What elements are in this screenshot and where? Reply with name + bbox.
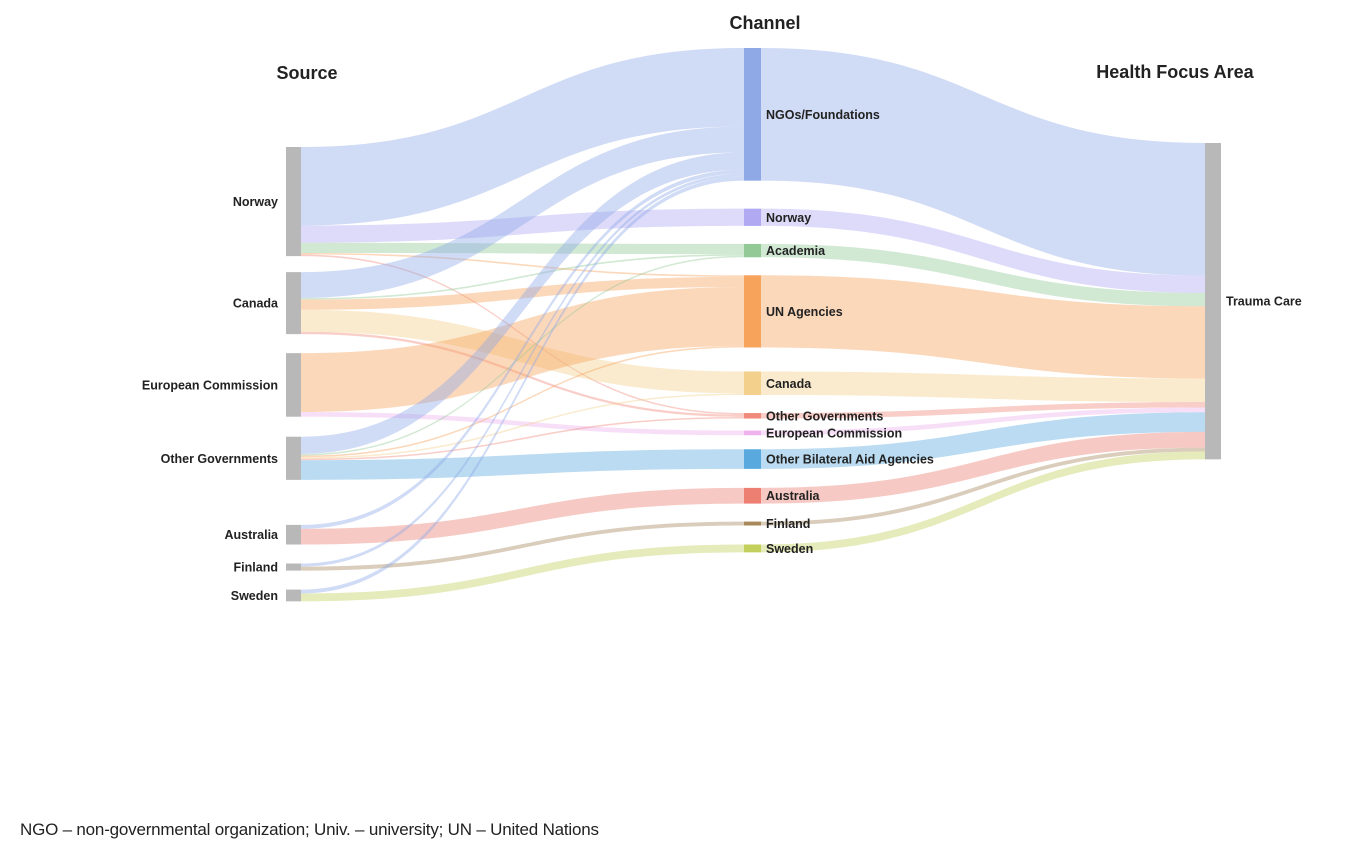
source-label-sweden: Sweden	[231, 589, 278, 603]
nodes-layer	[286, 48, 1221, 602]
link-othergov-to-bilateral	[301, 449, 744, 480]
source-node-ec	[286, 353, 301, 417]
link-ngo-to-trauma	[761, 48, 1205, 276]
link-academia-to-trauma	[761, 243, 1205, 307]
link-othergov-to-othergov	[301, 416, 744, 461]
column-title-channel: Channel	[729, 13, 800, 33]
link-canada-to-ngo	[301, 126, 744, 299]
focus-label-trauma: Trauma Care	[1226, 295, 1302, 309]
link-othergov-to-canada	[301, 393, 744, 459]
channel-node-un	[744, 275, 761, 348]
column-title-focus: Health Focus Area	[1096, 62, 1254, 82]
links-layer	[301, 48, 1205, 602]
footnote: NGO – non-governmental organization; Uni…	[20, 820, 599, 839]
source-node-canada	[286, 272, 301, 335]
link-australia-to-ngo	[301, 169, 744, 529]
link-canada-to-trauma	[761, 371, 1205, 403]
link-sweden-to-sweden	[301, 544, 744, 602]
link-norway-to-un	[301, 252, 744, 277]
source-label-canada: Canada	[233, 297, 279, 311]
channel-node-othergov	[744, 413, 761, 419]
link-ec-to-trauma	[761, 407, 1205, 436]
link-bilateral-to-trauma	[761, 412, 1205, 469]
channel-label-sweden: Sweden	[766, 542, 813, 556]
column-title-source: Source	[276, 63, 337, 83]
link-othergov-to-ngo	[301, 152, 744, 454]
channel-node-canada	[744, 371, 761, 396]
channel-label-bilateral: Other Bilateral Aid Agencies	[766, 453, 934, 467]
link-norway-to-othergov	[301, 254, 744, 415]
channel-node-academia	[744, 243, 761, 258]
link-sweden-to-ngo	[301, 176, 744, 594]
channel-node-ngo	[744, 48, 761, 181]
link-ec-to-ec	[301, 412, 744, 436]
link-ec-to-un	[301, 287, 744, 413]
channel-node-ec	[744, 430, 761, 436]
channel-label-academia: Academia	[766, 244, 826, 258]
link-othergov-to-academia	[301, 255, 744, 456]
channel-label-ec: European Commission	[766, 426, 902, 440]
link-norway-to-norway	[301, 208, 744, 243]
channel-label-finland: Finland	[766, 517, 810, 531]
source-label-ec: European Commission	[142, 378, 278, 392]
link-canada-to-un	[301, 276, 744, 310]
link-canada-to-canada	[301, 309, 744, 394]
source-node-othergov	[286, 436, 301, 480]
link-finland-to-finland	[301, 521, 744, 571]
link-australia-to-australia	[301, 487, 744, 545]
channel-label-canada: Canada	[766, 377, 812, 391]
source-node-norway	[286, 147, 301, 257]
channel-label-ngo: NGOs/Foundations	[766, 108, 880, 122]
link-finland-to-trauma	[761, 447, 1205, 526]
link-othergov-to-trauma	[761, 402, 1205, 419]
source-label-finland: Finland	[234, 561, 278, 575]
link-australia-to-trauma	[761, 431, 1205, 504]
source-node-finland	[286, 563, 301, 571]
channel-label-un: UN Agencies	[766, 305, 843, 319]
channel-label-othergov: Other Governments	[766, 409, 883, 423]
link-norway-to-academia	[301, 242, 744, 255]
link-norway-to-ngo	[301, 48, 744, 226]
link-un-to-trauma	[761, 275, 1205, 379]
channel-node-norway	[744, 208, 761, 226]
link-finland-to-ngo	[301, 173, 744, 567]
channel-label-norway: Norway	[766, 211, 811, 225]
source-label-othergov: Other Governments	[161, 452, 278, 466]
focus-node-trauma	[1205, 143, 1221, 460]
source-label-australia: Australia	[225, 528, 280, 542]
link-sweden-to-trauma	[761, 451, 1205, 553]
channel-node-bilateral	[744, 449, 761, 469]
link-canada-to-academia	[301, 254, 744, 300]
source-node-australia	[286, 524, 301, 545]
channel-label-australia: Australia	[766, 489, 821, 503]
link-norway-to-trauma	[761, 208, 1205, 293]
channel-node-sweden	[744, 544, 761, 553]
labels-layer: Norway Canada European Commission Other Gov…	[142, 108, 1302, 603]
channel-node-finland	[744, 521, 761, 526]
source-node-sweden	[286, 589, 301, 602]
channel-node-australia	[744, 487, 761, 504]
source-label-norway: Norway	[233, 195, 278, 209]
link-othergov-to-un	[301, 345, 744, 458]
link-canada-to-othergov	[301, 331, 744, 417]
sankey-diagram: Source Channel Health Focus Area Norway C…	[142, 13, 1302, 603]
